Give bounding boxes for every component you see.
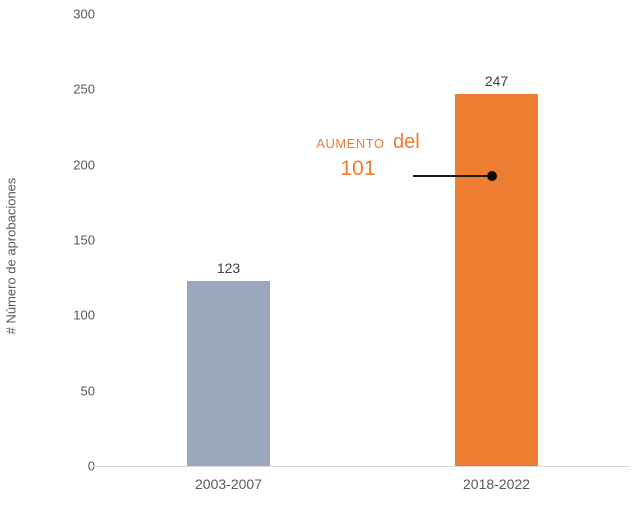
y-tick-label: 100 (73, 307, 95, 323)
y-tick-label: 250 (73, 81, 95, 97)
bar-value-label: 247 (484, 72, 509, 89)
bar-2003-2007 (187, 280, 270, 466)
y-tick-label: 150 (73, 232, 95, 248)
y-tick-label: 0 (87, 458, 95, 474)
leader-line (413, 175, 489, 177)
leader-dot-icon (487, 171, 497, 181)
annotation-value: 101 (340, 157, 376, 180)
increase-annotation: AUMENTO del 101 (308, 131, 428, 181)
x-category-label: 2018-2022 (463, 476, 530, 492)
y-tick-label: 200 (73, 157, 95, 173)
y-axis-title: # Número de aprobaciones (3, 177, 19, 335)
y-tick-label: 300 (73, 6, 95, 22)
y-tick-label: 50 (80, 383, 95, 399)
x-category-label: 2003-2007 (195, 476, 262, 492)
bar-value-label: 123 (216, 259, 241, 276)
annotation-word-aumento: AUMENTO (316, 136, 385, 151)
annotation-line1: AUMENTO del (308, 131, 428, 154)
x-axis-line (93, 466, 630, 467)
bar-2018-2022 (455, 93, 538, 466)
annotation-word-del: del (393, 131, 420, 153)
